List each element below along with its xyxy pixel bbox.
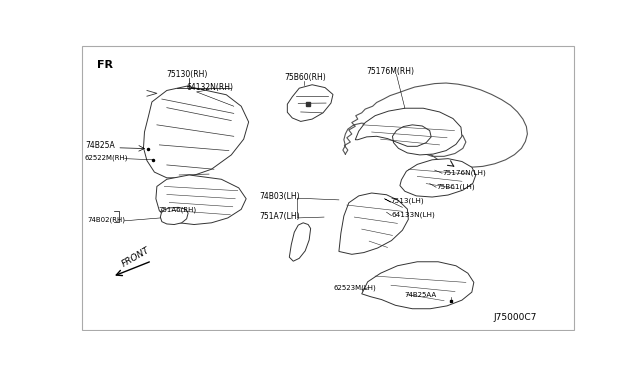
Text: 62523M(LH): 62523M(LH) [334, 285, 377, 291]
Text: 75176N(LH): 75176N(LH) [442, 169, 486, 176]
Polygon shape [143, 86, 249, 178]
FancyBboxPatch shape [83, 46, 573, 330]
Text: 74B25A: 74B25A [85, 141, 115, 150]
Text: 75176M(RH): 75176M(RH) [367, 67, 415, 76]
Polygon shape [400, 158, 476, 197]
Polygon shape [289, 223, 310, 261]
Text: 64132N(RH): 64132N(RH) [187, 83, 234, 93]
Text: 74B25AA: 74B25AA [405, 292, 437, 298]
Text: 62522M(RH): 62522M(RH) [85, 154, 129, 161]
Polygon shape [362, 262, 474, 309]
Text: 75B61(LH): 75B61(LH) [436, 183, 475, 190]
Polygon shape [161, 207, 188, 225]
Text: 751A7(LH): 751A7(LH) [260, 212, 300, 221]
Text: FRONT: FRONT [121, 246, 152, 269]
Text: 751A6(RH): 751A6(RH) [158, 206, 196, 213]
Text: 75130(RH): 75130(RH) [167, 70, 208, 79]
Text: 75B60(RH): 75B60(RH) [284, 73, 326, 83]
Polygon shape [156, 175, 246, 225]
Text: 74B03(LH): 74B03(LH) [260, 192, 300, 201]
Text: 64133N(LH): 64133N(LH) [392, 212, 435, 218]
Text: FR: FR [97, 60, 113, 70]
Polygon shape [355, 108, 462, 155]
Text: 7513(LH): 7513(LH) [390, 198, 424, 204]
Text: 74B02(RH): 74B02(RH) [88, 217, 125, 223]
Polygon shape [339, 193, 408, 254]
Polygon shape [287, 85, 333, 121]
Text: J75000C7: J75000C7 [494, 313, 537, 322]
